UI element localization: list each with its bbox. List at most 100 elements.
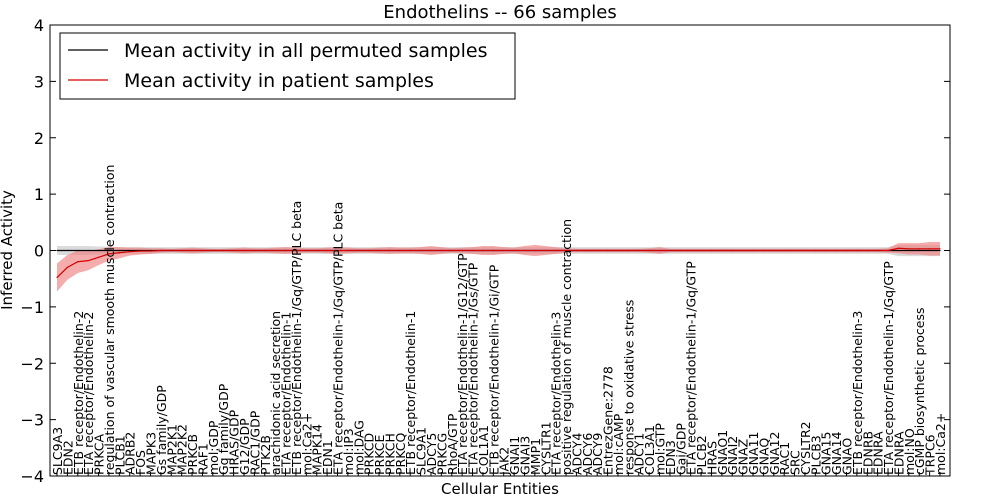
data-point-1-14 bbox=[201, 249, 204, 252]
x-tick-label: GNAI1 bbox=[507, 436, 522, 475]
y-tick-label: 0 bbox=[34, 242, 44, 261]
y-tick-label: 4 bbox=[34, 16, 44, 35]
data-point-1-65 bbox=[731, 249, 733, 252]
data-point-0-82 bbox=[908, 249, 910, 252]
x-axis-label: Cellular Entities bbox=[441, 480, 559, 498]
data-point-1-67 bbox=[752, 249, 754, 252]
data-point-1-40 bbox=[471, 249, 474, 252]
data-point-1-77 bbox=[856, 249, 858, 252]
data-point-1-58 bbox=[658, 249, 661, 252]
y-tick-label: −4 bbox=[20, 467, 44, 486]
data-point-0-4 bbox=[97, 249, 100, 252]
data-point-1-46 bbox=[534, 249, 536, 252]
data-point-1-73 bbox=[814, 249, 816, 252]
data-point-1-4 bbox=[97, 256, 100, 258]
x-tick-label: MAP2K2 bbox=[175, 424, 190, 475]
x-tick-label: TRPC6 bbox=[923, 434, 938, 476]
x-tick-label: MAPK3 bbox=[143, 432, 158, 475]
data-point-1-50 bbox=[575, 249, 578, 252]
data-point-1-27 bbox=[336, 249, 339, 252]
x-tick-label: FOS bbox=[133, 450, 148, 475]
data-point-1-24 bbox=[305, 249, 307, 252]
data-point-1-20 bbox=[264, 249, 266, 252]
data-point-1-76 bbox=[845, 249, 848, 252]
data-point-1-36 bbox=[430, 249, 432, 252]
x-tick-label: mol:cAMP bbox=[611, 413, 626, 475]
x-tick-label: GNAO bbox=[840, 438, 855, 475]
data-point-1-34 bbox=[409, 249, 411, 252]
data-point-1-17 bbox=[233, 249, 235, 252]
data-point-1-49 bbox=[565, 249, 567, 252]
x-tick-label: mol:GDP bbox=[206, 420, 221, 475]
x-tick-label: mol:GTP bbox=[653, 423, 668, 475]
x-tick-label: GNA15 bbox=[819, 432, 834, 476]
data-point-1-66 bbox=[742, 249, 744, 252]
x-tick-label: Gs family/GDP bbox=[154, 385, 169, 475]
y-tick-label: −3 bbox=[20, 411, 44, 430]
data-point-0-1 bbox=[66, 249, 68, 252]
x-tick-label: MAPK14 bbox=[310, 424, 325, 475]
y-tick-label: −1 bbox=[20, 298, 44, 317]
x-tick-label: EDN2 bbox=[60, 440, 75, 475]
data-point-0-2 bbox=[77, 249, 79, 252]
data-point-1-78 bbox=[866, 249, 868, 252]
x-tick-label: CYSLTR2 bbox=[798, 421, 813, 475]
x-tick-label: EntrezGene:2778 bbox=[601, 366, 616, 475]
data-point-1-0 bbox=[56, 276, 58, 279]
x-tick-label: ETA receptor/Endothelin-1/Gq/GTP/PLC bet… bbox=[330, 202, 345, 475]
x-tick-label: GNA11 bbox=[746, 432, 761, 476]
data-point-1-13 bbox=[191, 249, 193, 252]
x-tick-label: ETB receptor/Endothelin-2 bbox=[71, 311, 86, 475]
x-tick-label: PRKCH bbox=[382, 433, 397, 475]
x-tick-label: ETA receptor/Endothelin-1/G12/GTP bbox=[455, 253, 470, 475]
x-tick-label: cGMP biosynthetic process bbox=[912, 307, 927, 475]
x-tick-label: EDNRA bbox=[891, 431, 906, 475]
y-tick-label: 1 bbox=[34, 185, 44, 204]
data-point-1-45 bbox=[523, 249, 526, 252]
data-point-1-25 bbox=[316, 249, 318, 252]
data-point-1-10 bbox=[160, 249, 162, 252]
series-band-1 bbox=[57, 242, 940, 292]
x-tick-label: ADCY4 bbox=[569, 433, 584, 475]
data-point-1-38 bbox=[451, 249, 453, 252]
data-point-1-11 bbox=[170, 249, 172, 252]
y-axis-label: Inferred Activity bbox=[0, 190, 16, 310]
data-point-1-3 bbox=[87, 260, 89, 262]
data-point-1-63 bbox=[710, 249, 713, 252]
x-tick-label: RAF1 bbox=[195, 443, 210, 475]
data-point-0-7 bbox=[129, 249, 131, 252]
series-lines bbox=[56, 247, 941, 279]
data-point-1-5 bbox=[108, 253, 110, 255]
x-tick-label: positive regulation of muscle contractio… bbox=[559, 219, 574, 475]
x-tick-label: PRKCA bbox=[92, 434, 107, 475]
x-tick-label: Gai/GDP bbox=[673, 423, 688, 475]
x-tick-label: HRAS/GDP bbox=[227, 409, 242, 475]
legend-label-permuted: Mean activity in all permuted samples bbox=[124, 40, 487, 62]
data-point-1-26 bbox=[326, 249, 328, 252]
data-point-1-61 bbox=[690, 249, 692, 252]
data-point-1-23 bbox=[295, 249, 297, 252]
chart-title: Endothelins -- 66 samples bbox=[383, 2, 616, 23]
plot-frame bbox=[49, 24, 951, 477]
data-point-1-68 bbox=[762, 249, 765, 252]
data-point-1-28 bbox=[347, 249, 349, 252]
x-tick-label: ETA receptor/Endothelin-1/Gq/GTP bbox=[881, 261, 896, 475]
x-tick-label: ETB receptor/Endothelin-1/Gi/GTP bbox=[486, 264, 501, 475]
data-point-1-81 bbox=[897, 247, 900, 249]
x-tick-label: GNA14 bbox=[829, 431, 844, 475]
x-tick-label: MAP2K1 bbox=[164, 424, 179, 475]
data-point-1-69 bbox=[773, 249, 775, 252]
y-tick-label: −2 bbox=[20, 354, 44, 373]
data-point-1-32 bbox=[388, 249, 391, 252]
x-tick-label: ETB receptor/Endothelin-3 bbox=[850, 311, 865, 475]
x-tick-label: mol:IP3 bbox=[341, 428, 356, 475]
data-point-0-0 bbox=[56, 249, 58, 252]
x-tick-label: arachidonic acid secretion bbox=[268, 311, 283, 475]
data-point-1-47 bbox=[544, 249, 546, 252]
data-point-1-55 bbox=[627, 249, 629, 252]
x-tick-label: GNAI3 bbox=[517, 436, 532, 475]
x-tick-label: mol:NO bbox=[902, 428, 917, 475]
x-tick-label: GNAI2 bbox=[725, 436, 740, 475]
